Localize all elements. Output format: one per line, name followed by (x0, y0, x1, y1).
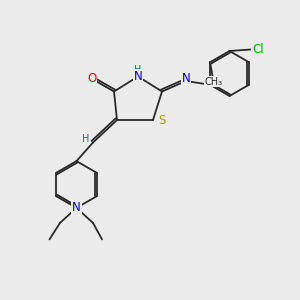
Text: O: O (87, 71, 96, 85)
Text: S: S (158, 113, 166, 127)
Text: N: N (134, 70, 142, 83)
Text: H: H (134, 65, 142, 75)
Text: Cl: Cl (252, 43, 264, 56)
Text: N: N (72, 201, 81, 214)
Text: H: H (82, 134, 89, 145)
Text: N: N (182, 71, 190, 85)
Text: CH₃: CH₃ (205, 77, 223, 87)
